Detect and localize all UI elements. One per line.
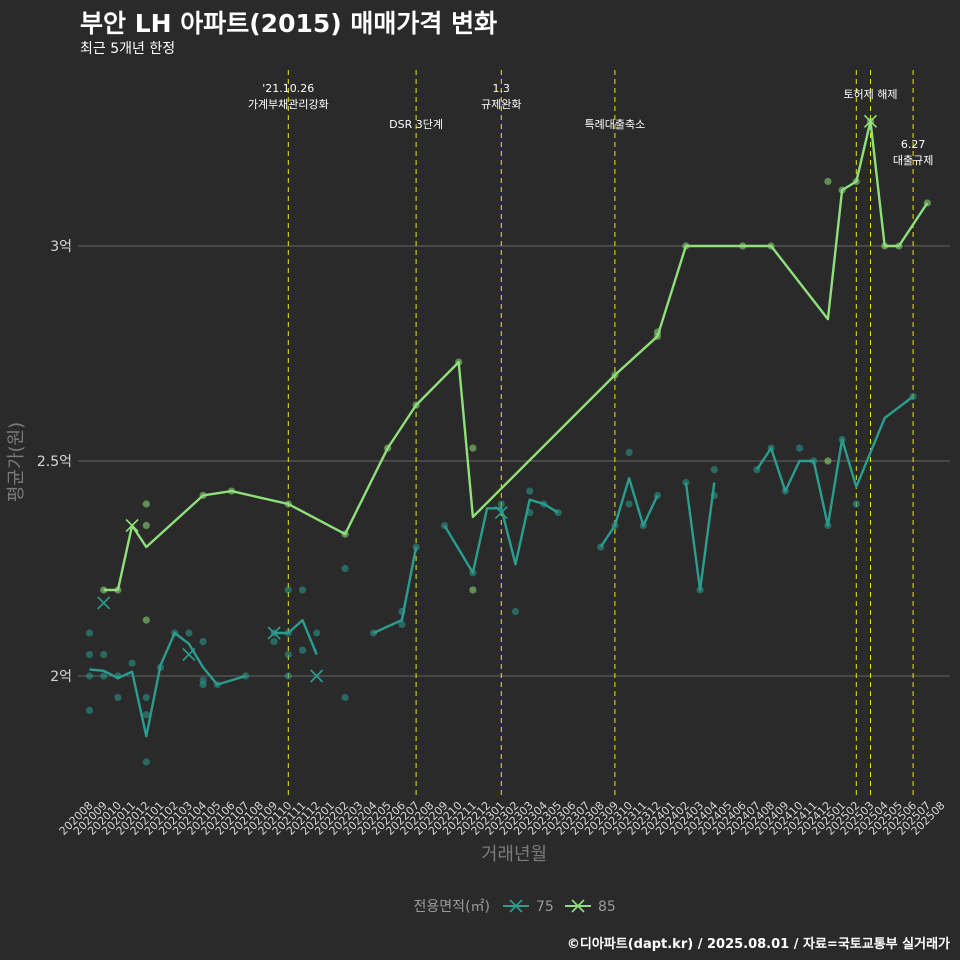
data-point-75: [128, 659, 136, 667]
y-tick-label: 2억: [50, 669, 72, 685]
y-tick-label: 2.5억: [37, 454, 72, 470]
data-point-75: [398, 620, 406, 629]
data-point-75: [199, 676, 207, 684]
data-point-75: [85, 629, 94, 637]
data-point-75: [852, 500, 860, 508]
data-point-75: [795, 444, 804, 452]
series-line-85: [103, 120, 929, 592]
data-point-75: [142, 758, 150, 766]
legend: 전용면적(㎡) 75 85: [414, 899, 616, 915]
data-point-85: [824, 457, 832, 465]
data-point-75: [85, 706, 94, 715]
event-label: 가계부채관리강화: [248, 98, 329, 111]
cross-marker-85: [863, 114, 878, 128]
data-point-75: [284, 672, 292, 680]
data-point-75: [625, 500, 633, 508]
data-point-75: [313, 629, 321, 637]
data-point-75: [85, 650, 94, 659]
data-point-85: [469, 444, 477, 452]
event-label: DSR 3단계: [389, 118, 443, 131]
legend-label-75: 75: [536, 899, 554, 915]
data-point-75: [625, 448, 633, 456]
event-label: 6.27: [901, 138, 926, 151]
axis-ticks: 2억2.5억3억20200820200920201020201120201220…: [37, 239, 948, 838]
data-point-75: [142, 711, 150, 719]
event-label: 대출규제: [893, 154, 933, 167]
event-label: 규제완화: [481, 98, 521, 111]
cross-marker-75: [310, 669, 324, 683]
data-point-75: [199, 638, 207, 646]
legend-title: 전용면적(㎡): [414, 899, 490, 915]
series-layer: [85, 114, 931, 766]
legend-key-cross-75: [509, 899, 523, 913]
data-point-75: [526, 487, 534, 495]
data-point-75: [85, 672, 94, 680]
event-label: 토허제 해제: [843, 87, 897, 101]
cross-marker-75: [97, 596, 111, 610]
data-point-75: [710, 466, 718, 474]
data-point-85: [142, 521, 150, 530]
chart-title: 부안 LH 아파트(2015) 매매가격 변화: [80, 9, 498, 38]
cross-marker-85: [125, 518, 139, 533]
data-point-75: [284, 586, 292, 594]
data-point-75: [511, 607, 520, 616]
data-point-75: [142, 693, 150, 702]
data-point-75: [100, 672, 108, 680]
data-point-75: [100, 650, 108, 659]
event-label: '21.10.26: [262, 82, 314, 95]
data-point-85: [142, 616, 150, 624]
data-point-75: [497, 500, 505, 508]
event-label: 1.3: [493, 82, 511, 95]
x-axis-title: 거래년월: [481, 844, 547, 865]
legend-key-cross-85: [571, 899, 585, 913]
source-caption: ©디아파트(dapt.kr) / 2025.08.01 / 자료=국토교통부 실…: [566, 937, 950, 952]
data-point-75: [341, 693, 349, 702]
data-point-75: [341, 564, 349, 573]
data-point-75: [114, 693, 122, 702]
data-point-75: [298, 646, 307, 654]
data-point-85: [142, 500, 150, 508]
cross-marker-75: [182, 647, 196, 662]
data-point-75: [284, 650, 292, 659]
cross-marker-75: [267, 626, 281, 640]
y-tick-label: 3억: [50, 239, 72, 255]
chart-subtitle: 최근 5개년 한정: [80, 41, 176, 57]
cross-marker-75: [494, 506, 508, 520]
series-line-75: [89, 395, 914, 738]
data-point-75: [298, 586, 307, 594]
data-point-85: [469, 586, 477, 594]
data-point-75: [270, 638, 278, 646]
y-axis-title: 평균가(원): [6, 422, 27, 502]
data-point-85: [824, 177, 832, 186]
event-label: 특례대출축소: [585, 118, 646, 131]
data-point-75: [185, 629, 193, 637]
legend-label-85: 85: [598, 899, 616, 915]
